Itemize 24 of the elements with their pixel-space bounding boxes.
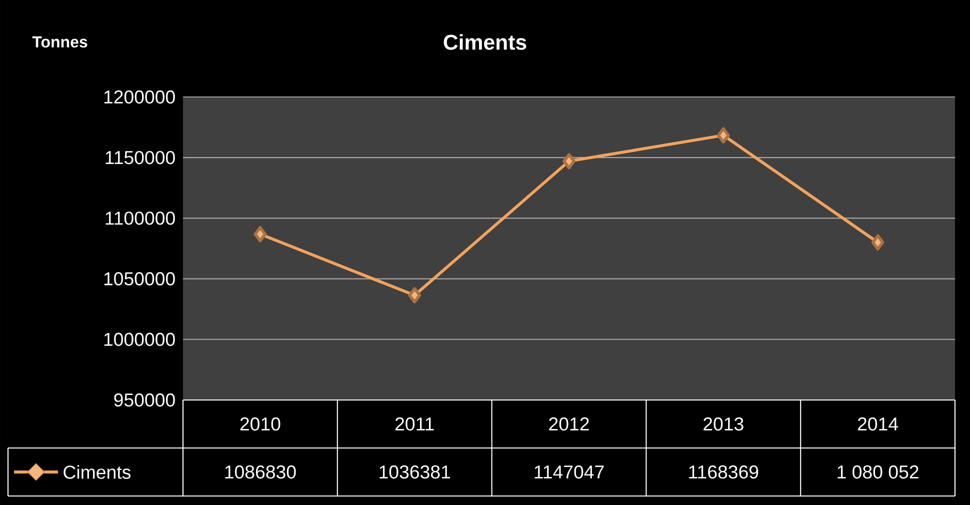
data-label: 1168369 <box>689 465 758 479</box>
y-tick-label: 1000000 <box>104 332 175 346</box>
data-label: 1 080 052 <box>838 465 918 479</box>
x-tick-label: 2013 <box>704 417 744 431</box>
x-tick-label: 2012 <box>549 417 589 431</box>
y-tick-label: 950000 <box>114 393 175 407</box>
y-tick-label: 1150000 <box>106 150 175 164</box>
point <box>254 226 267 242</box>
data-label: 1036381 <box>380 465 450 479</box>
y-tick-label: 1050000 <box>104 272 175 286</box>
point <box>408 287 422 304</box>
x-tick-label: 2011 <box>395 417 434 431</box>
point <box>716 127 730 144</box>
y-axis-title: Tonnes <box>32 36 88 48</box>
chart-title: Ciments <box>444 34 526 50</box>
point <box>562 153 576 170</box>
legend-label: Ciments <box>64 465 130 479</box>
y-tick-label: 1100000 <box>106 212 175 225</box>
data-label: 1147047 <box>534 465 604 479</box>
data-label: 1086830 <box>225 465 296 479</box>
y-tick-label: 1200000 <box>104 90 175 104</box>
x-tick-label: 2010 <box>240 417 280 431</box>
point <box>871 234 884 250</box>
x-tick-label: 2014 <box>858 417 898 431</box>
